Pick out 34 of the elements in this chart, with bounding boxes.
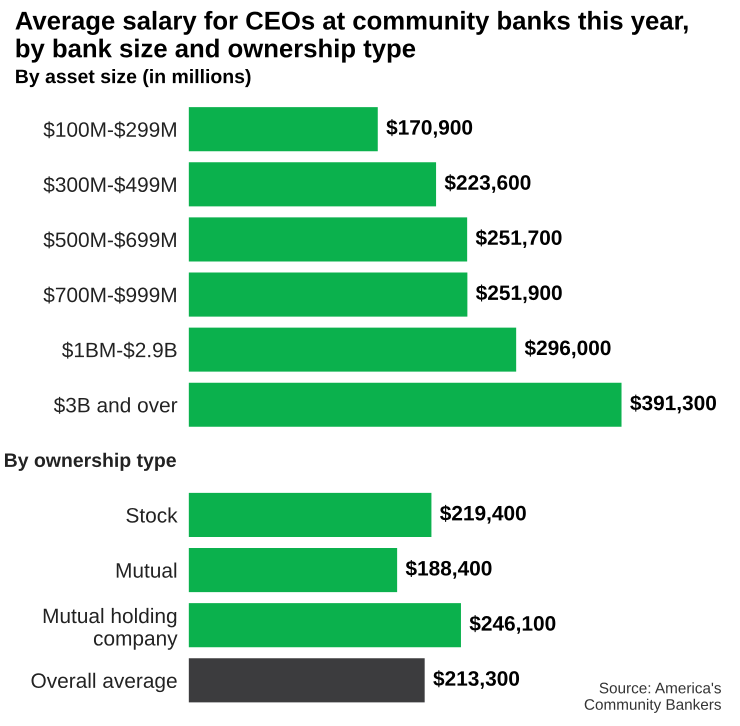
y-tick-label: $1BM-$2.9B [62, 342, 176, 359]
bar [188, 162, 436, 206]
y-tick-label: $3B and over [54, 396, 178, 414]
data-label: $251,900 [476, 284, 562, 304]
bar [188, 272, 468, 317]
bar [188, 658, 425, 702]
data-label: $188,400 [406, 560, 492, 579]
y-tick-label: $100M-$299M [43, 121, 176, 138]
y-tick-label: Mutual [116, 562, 176, 578]
data-label: $170,900 [386, 119, 472, 138]
y-tick-label: Stock [126, 507, 178, 523]
chart-subtitle: By asset size (in millions) [16, 68, 250, 88]
annotation: Source: America's Community Bankers [584, 682, 721, 713]
chart-title: Average salary for CEOs at community banks this year, by bank size and ownership type [15, 10, 688, 63]
y-tick-label: Mutual holding company [44, 608, 178, 650]
data-label: $246,100 [470, 615, 556, 634]
data-label: $391,300 [630, 394, 716, 414]
y-tick-label: $500M-$699M [43, 232, 176, 248]
bar [188, 217, 468, 262]
data-label: $296,000 [524, 340, 611, 358]
bar [188, 603, 461, 648]
bar [188, 382, 622, 427]
bar [188, 107, 378, 152]
y-tick-label: By ownership type [4, 452, 176, 471]
bar [188, 492, 432, 538]
y-tick-label: Overall average [32, 672, 177, 692]
y-tick-label: $300M-$499M [43, 176, 176, 194]
data-label: $219,400 [440, 504, 526, 524]
bar [188, 328, 516, 372]
data-label: $223,600 [444, 174, 530, 193]
y-tick-label: $700M-$999M [43, 286, 176, 304]
bar [188, 548, 398, 592]
data-label: $251,700 [476, 229, 562, 248]
data-label: $213,300 [433, 670, 520, 689]
